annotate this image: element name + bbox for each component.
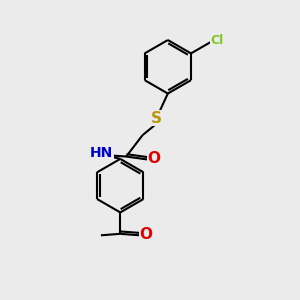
Text: O: O bbox=[140, 227, 153, 242]
Text: HN: HN bbox=[90, 146, 113, 160]
Text: S: S bbox=[151, 111, 162, 126]
Text: O: O bbox=[148, 152, 161, 166]
Text: Cl: Cl bbox=[210, 34, 224, 47]
